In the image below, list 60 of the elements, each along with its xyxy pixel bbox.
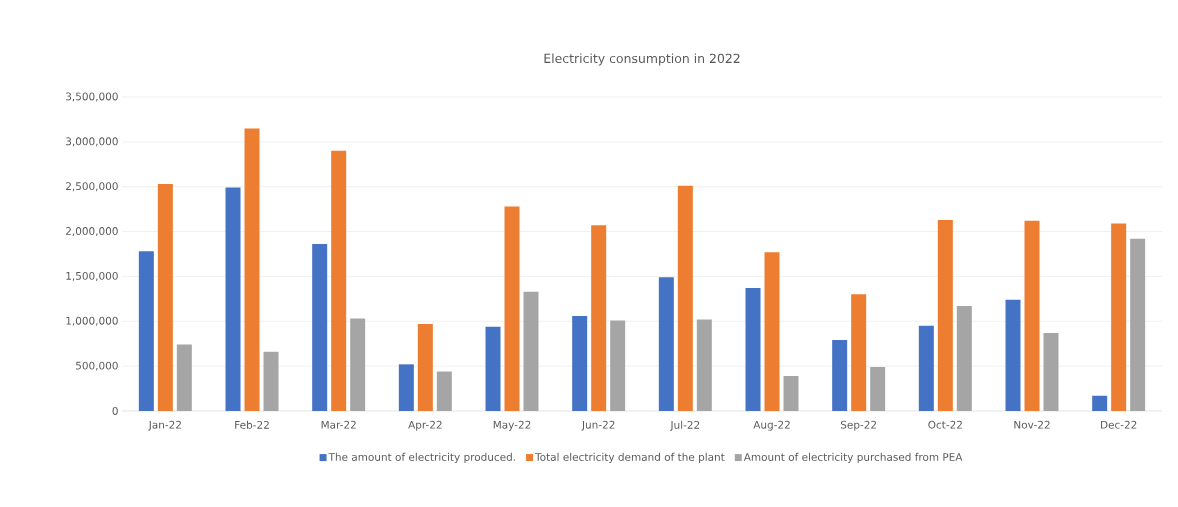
x-tick-label: Oct-22 — [928, 420, 962, 429]
bar — [523, 291, 539, 411]
bar — [312, 244, 328, 411]
y-tick-label: 3,000,000 — [66, 137, 118, 147]
bar — [244, 128, 260, 411]
y-tick-label: 0 — [112, 407, 118, 415]
bar — [696, 319, 712, 411]
bar — [1130, 238, 1146, 411]
x-tick-label: Mar-22 — [321, 420, 356, 429]
bar — [851, 294, 867, 411]
bar — [783, 376, 799, 411]
bar — [591, 225, 607, 411]
bar — [1005, 299, 1021, 411]
bar — [417, 323, 433, 411]
bar — [956, 306, 972, 411]
bar — [436, 371, 452, 411]
bar — [572, 315, 588, 411]
bar — [225, 187, 241, 411]
bar — [1111, 223, 1127, 411]
bar — [1043, 332, 1059, 411]
legend-label: Amount of electricity purchased from PEA — [743, 452, 963, 463]
bar — [350, 318, 366, 411]
bar — [870, 367, 886, 411]
bar — [263, 351, 279, 411]
x-tick-label: Sep-22 — [840, 420, 877, 431]
bar — [157, 184, 173, 411]
x-tick-label: Aug-22 — [753, 420, 790, 431]
bar — [610, 320, 626, 411]
y-tick-label: 2,500,000 — [66, 182, 118, 192]
bar — [937, 219, 953, 411]
bar — [485, 326, 501, 411]
bar — [1024, 220, 1040, 411]
x-tick-label: Apr-22 — [408, 420, 442, 431]
bar — [918, 325, 934, 411]
bar — [1092, 395, 1108, 411]
bar — [677, 185, 693, 411]
bar — [764, 252, 780, 411]
x-tick-label: Jul-22 — [669, 420, 700, 431]
y-tick-label: 500,000 — [76, 361, 118, 371]
y-tick-label: 3,500,000 — [66, 92, 118, 102]
legend-label: The amount of electricity produced. — [328, 452, 515, 463]
y-tick-label: 1,000,000 — [66, 316, 118, 326]
bar — [176, 344, 192, 411]
x-tick-label: Jan-22 — [148, 420, 181, 431]
y-tick-label: 2,000,000 — [66, 227, 118, 237]
x-tick-label: Jun-22 — [581, 420, 615, 431]
chart-title: Electricity consumption in 2022 — [544, 53, 740, 66]
bar — [658, 277, 674, 411]
bar — [138, 251, 154, 411]
bar — [745, 288, 761, 411]
y-tick-label: 1,500,000 — [66, 271, 118, 281]
x-tick-label: Feb-22 — [235, 420, 269, 429]
x-tick-label: Dec-22 — [1101, 420, 1137, 429]
bar — [331, 150, 347, 411]
bar — [832, 340, 848, 411]
bar — [504, 206, 520, 411]
x-tick-label: May-22 — [493, 420, 531, 431]
x-tick-label: Nov-22 — [1014, 420, 1050, 429]
bar — [398, 364, 414, 411]
legend-label: Total electricity demand of the plant — [535, 452, 725, 463]
